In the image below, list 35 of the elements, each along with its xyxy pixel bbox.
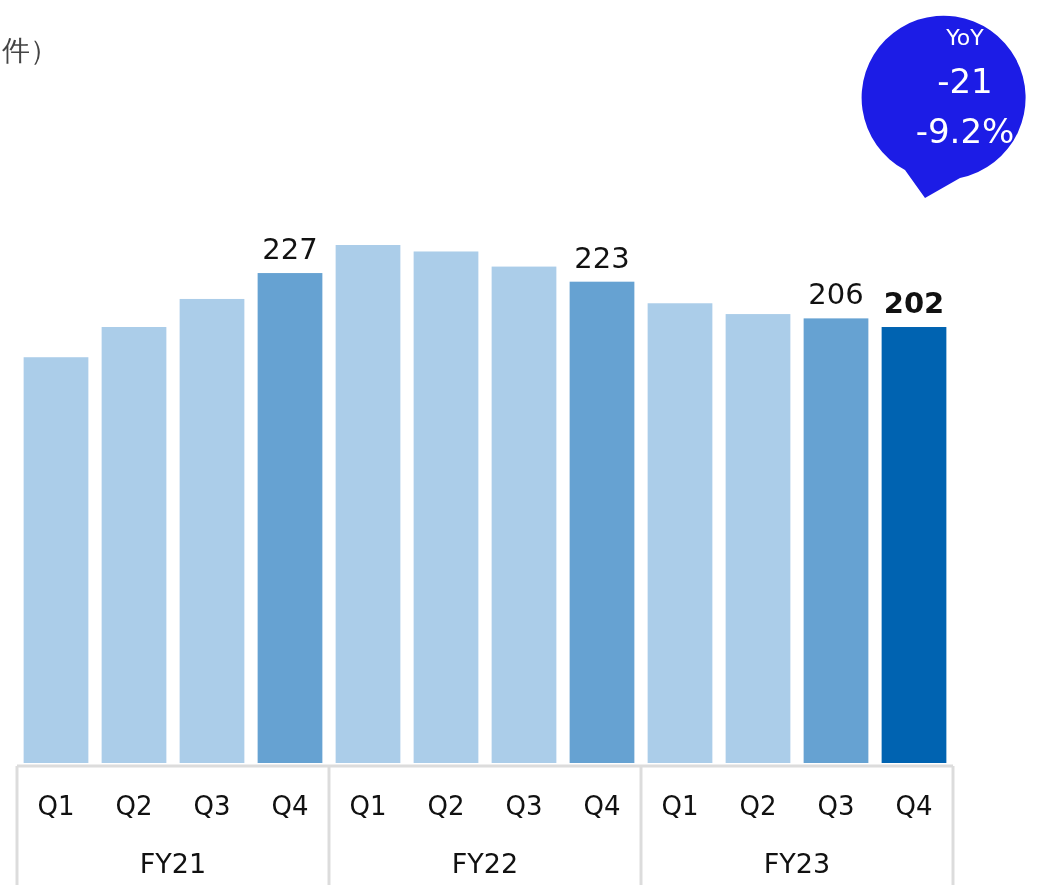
x-tick-label: Q1 (349, 791, 387, 821)
x-tick-label: Q3 (505, 791, 543, 821)
x-tick-label: Q1 (661, 791, 699, 821)
text: FY22 (451, 848, 519, 879)
x-tick-label: Q3 (193, 791, 231, 821)
text: YoY (945, 25, 985, 50)
data-label: 206 (808, 277, 864, 312)
bar (257, 273, 323, 763)
text: FY21 (139, 848, 207, 879)
bar (23, 357, 89, 763)
bar (335, 245, 401, 763)
text: -21 (937, 61, 993, 101)
text: 件） (2, 34, 58, 67)
x-tick-label: Q2 (115, 791, 153, 821)
x-tick-label: Q4 (583, 791, 621, 821)
text: -9.2% (915, 111, 1015, 151)
bar (101, 327, 167, 763)
x-tick-label: Q4 (895, 791, 933, 821)
data-label: 223 (574, 240, 630, 275)
text: FY23 (763, 848, 831, 879)
bar (647, 303, 713, 763)
x-tick-label: Q1 (37, 791, 75, 821)
bar (179, 298, 245, 763)
x-tick-label: Q2 (427, 791, 465, 821)
bar (803, 318, 869, 763)
x-tick-label: Q3 (817, 791, 855, 821)
bar (413, 251, 479, 763)
bar (881, 327, 947, 763)
bar (491, 266, 557, 763)
x-tick-label: Q2 (739, 791, 777, 821)
data-label: 202 (883, 286, 945, 321)
x-tick-label: Q4 (271, 791, 309, 821)
data-label: 227 (262, 232, 318, 267)
bar (725, 314, 791, 763)
bar (569, 281, 635, 763)
